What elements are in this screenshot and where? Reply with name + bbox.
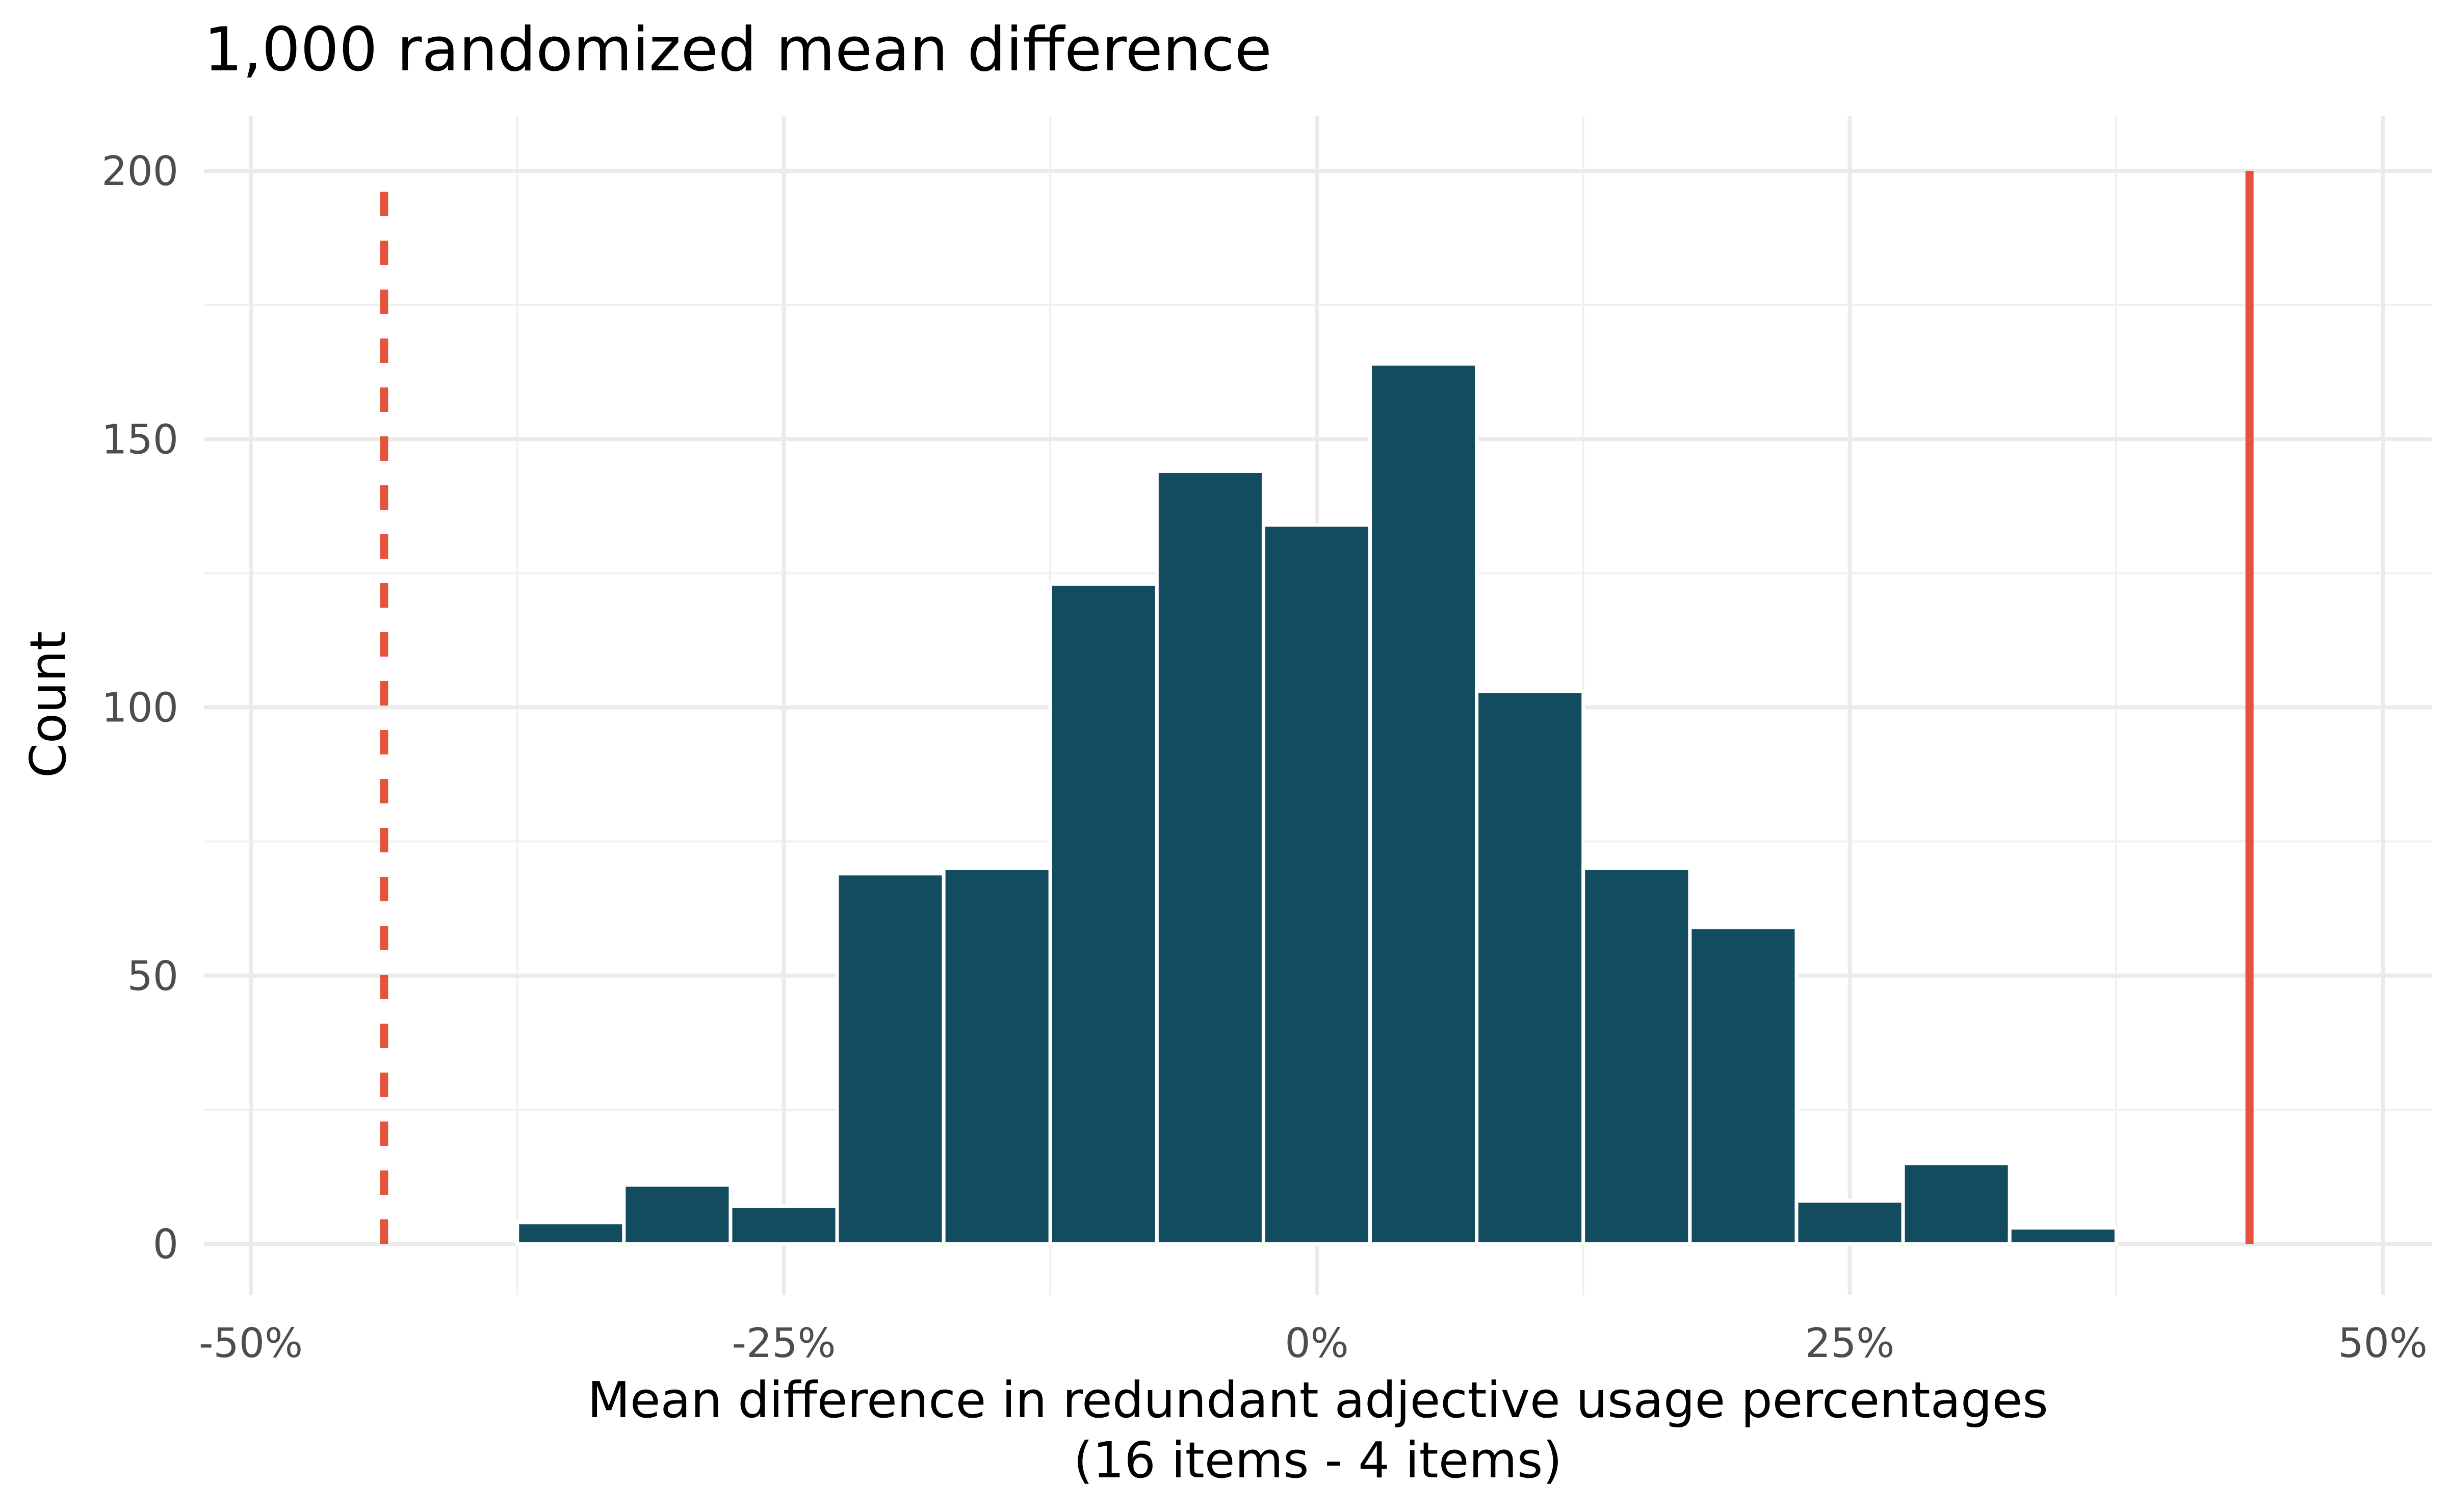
x-tick-label: 50% — [2338, 1320, 2428, 1367]
x-tick-label: 25% — [1805, 1320, 1895, 1367]
histogram-bar — [1581, 866, 1692, 1246]
major-grid — [204, 116, 2432, 1295]
histogram-bar — [1901, 1161, 2012, 1246]
y-tick-label: 200 — [101, 148, 178, 195]
histogram-bar — [728, 1204, 839, 1246]
histogram-bar — [1688, 925, 1799, 1246]
y-tick-label: 100 — [101, 685, 178, 732]
histogram-bar — [515, 1220, 626, 1246]
reference-lines — [380, 171, 2254, 1244]
histogram-bar — [1155, 469, 1265, 1246]
histogram-bar — [1794, 1199, 1905, 1246]
histogram-bar — [622, 1183, 733, 1246]
x-axis-tick-labels: -50% -25% 0% 25% 50% — [199, 1320, 2428, 1367]
chart-title: 1,000 randomized mean difference — [204, 15, 1272, 85]
histogram-bar — [1261, 523, 1372, 1246]
x-tick-label: -25% — [732, 1320, 836, 1367]
histogram-bar — [1475, 689, 1585, 1246]
histogram-bar — [942, 866, 1052, 1246]
x-tick-label: 0% — [1285, 1320, 1348, 1367]
y-axis-title: Count — [19, 631, 77, 778]
y-tick-label: 0 — [153, 1221, 178, 1268]
histogram-bar — [2008, 1226, 2118, 1246]
x-tick-label: -50% — [199, 1320, 303, 1367]
histogram-bars — [515, 362, 2118, 1246]
y-tick-label: 50 — [127, 953, 178, 1000]
histogram-bar — [1368, 362, 1479, 1246]
histogram-bar — [835, 872, 946, 1246]
x-axis-title-line2: (16 items - 4 items) — [1074, 1431, 1563, 1489]
x-axis-title-line1: Mean difference in redundant adjective u… — [587, 1371, 2048, 1429]
y-axis-tick-labels: 0 50 100 150 200 — [101, 148, 178, 1268]
histogram-bar — [1048, 582, 1159, 1246]
y-tick-label: 150 — [101, 416, 178, 463]
